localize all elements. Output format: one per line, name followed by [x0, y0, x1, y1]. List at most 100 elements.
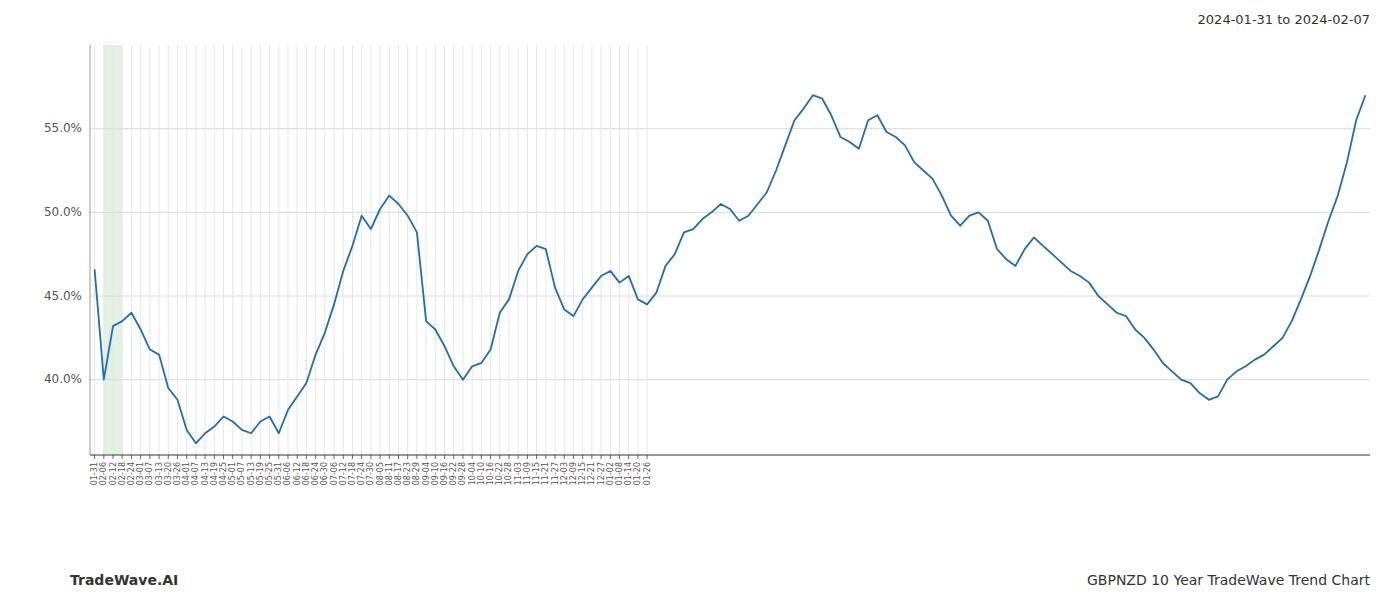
x-grid-line: [536, 45, 537, 455]
plot-area: [95, 95, 1366, 443]
x-grid-line: [94, 45, 95, 455]
x-tick-label: 04-25: [219, 462, 228, 485]
x-tick-label: 11-09: [523, 462, 532, 485]
x-grid-line: [324, 45, 325, 455]
x-tick-label: 08-05: [376, 462, 385, 485]
x-tick-label: 03-26: [173, 462, 182, 485]
x-tick-label: 09-16: [440, 462, 449, 485]
x-tick-label: 04-07: [191, 462, 200, 485]
x-tick: [103, 455, 104, 459]
highlight-band: [104, 45, 122, 455]
x-tick: [591, 455, 592, 459]
x-tick: [94, 455, 95, 459]
x-grid-line: [628, 45, 629, 455]
x-tick: [149, 455, 150, 459]
x-tick-label: 01-20: [633, 462, 642, 485]
x-tick: [490, 455, 491, 459]
x-grid-line: [251, 45, 252, 455]
x-tick-label: 05-01: [228, 462, 237, 485]
x-grid-line: [389, 45, 390, 455]
x-grid-line: [103, 45, 104, 455]
x-tick: [315, 455, 316, 459]
x-grid-line: [361, 45, 362, 455]
x-tick: [195, 455, 196, 459]
x-tick-label: 08-29: [412, 462, 421, 485]
x-tick-label: 01-08: [615, 462, 624, 485]
grid: [90, 45, 1370, 455]
x-tick-label: 11-03: [514, 462, 523, 485]
x-tick: [113, 455, 114, 459]
x-grid-line: [241, 45, 242, 455]
x-grid-line: [306, 45, 307, 455]
x-tick: [472, 455, 473, 459]
x-tick-label: 08-11: [385, 462, 394, 485]
x-tick: [545, 455, 546, 459]
x-tick-label: 05-13: [247, 462, 256, 485]
x-tick-label: 03-13: [155, 462, 164, 485]
x-grid-line: [518, 45, 519, 455]
x-tick: [416, 455, 417, 459]
x-grid-line: [508, 45, 509, 455]
x-tick: [186, 455, 187, 459]
x-tick-label: 12-03: [560, 462, 569, 485]
x-tick: [214, 455, 215, 459]
x-tick-label: 03-20: [164, 462, 173, 485]
x-tick-label: 06-30: [320, 462, 329, 485]
x-grid-line: [186, 45, 187, 455]
x-tick: [287, 455, 288, 459]
x-tick-label: 04-01: [182, 462, 191, 485]
x-tick: [122, 455, 123, 459]
x-tick-label: 02-06: [99, 462, 108, 485]
x-tick-label: 07-30: [366, 462, 375, 485]
x-grid-line: [601, 45, 602, 455]
x-tick-label: 02-18: [118, 462, 127, 485]
x-tick: [389, 455, 390, 459]
x-tick: [481, 455, 482, 459]
x-tick-label: 09-04: [422, 462, 431, 485]
x-tick: [177, 455, 178, 459]
x-tick: [380, 455, 381, 459]
x-tick: [398, 455, 399, 459]
brand-label: TradeWave.AI: [70, 572, 178, 588]
x-grid-line: [287, 45, 288, 455]
x-grid-line: [297, 45, 298, 455]
x-grid-line: [490, 45, 491, 455]
x-grid-line: [223, 45, 224, 455]
x-grid-line: [260, 45, 261, 455]
x-grid-line: [637, 45, 638, 455]
x-grid-line: [527, 45, 528, 455]
y-grid-line: [90, 212, 1370, 213]
x-tick-label: 11-21: [541, 462, 550, 485]
x-tick: [297, 455, 298, 459]
x-tick-label: 04-13: [201, 462, 210, 485]
x-grid-line: [610, 45, 611, 455]
x-grid-line: [113, 45, 114, 455]
x-tick-label: 08-23: [403, 462, 412, 485]
x-tick-label: 10-28: [504, 462, 513, 485]
x-grid-line: [370, 45, 371, 455]
x-tick-label: 08-17: [394, 462, 403, 485]
x-tick-label: 10-10: [477, 462, 486, 485]
title: GBPNZD 10 Year TradeWave Trend Chart: [1087, 572, 1370, 588]
x-tick-label: 03-07: [145, 462, 154, 485]
x-tick: [251, 455, 252, 459]
x-tick-label: 02-24: [127, 462, 136, 485]
x-grid-line: [122, 45, 123, 455]
x-tick-label: 07-12: [339, 462, 348, 485]
x-grid-line: [416, 45, 417, 455]
x-tick: [232, 455, 233, 459]
x-tick-label: 05-19: [256, 462, 265, 485]
x-grid-line: [315, 45, 316, 455]
x-grid-line: [334, 45, 335, 455]
x-grid-line: [205, 45, 206, 455]
x-tick: [619, 455, 620, 459]
x-grid-line: [140, 45, 141, 455]
x-tick: [444, 455, 445, 459]
x-grid-line: [591, 45, 592, 455]
x-tick-label: 11-27: [551, 462, 560, 485]
x-tick-label: 06-24: [311, 462, 320, 485]
x-grid-line: [619, 45, 620, 455]
x-grid-line: [481, 45, 482, 455]
x-tick: [555, 455, 556, 459]
x-tick: [637, 455, 638, 459]
